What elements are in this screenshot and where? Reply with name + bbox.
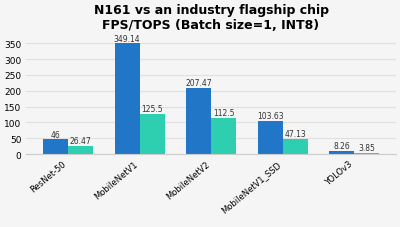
Title: N161 vs an industry flagship chip
FPS/TOPS (Batch size=1, INT8): N161 vs an industry flagship chip FPS/TO… bbox=[94, 4, 328, 32]
Bar bbox=[258, 122, 282, 154]
Text: 3.85: 3.85 bbox=[358, 143, 375, 152]
Bar bbox=[329, 152, 354, 154]
Text: 26.47: 26.47 bbox=[70, 136, 92, 145]
Bar bbox=[282, 140, 308, 154]
Bar bbox=[43, 140, 68, 154]
Text: 47.13: 47.13 bbox=[284, 130, 306, 138]
Bar bbox=[114, 44, 140, 154]
Bar bbox=[68, 146, 93, 154]
Bar bbox=[211, 119, 236, 154]
Text: 46: 46 bbox=[51, 130, 60, 139]
Text: 112.5: 112.5 bbox=[213, 109, 234, 118]
Text: 103.63: 103.63 bbox=[257, 112, 283, 121]
Text: 125.5: 125.5 bbox=[141, 105, 163, 114]
Text: 207.47: 207.47 bbox=[185, 79, 212, 88]
Bar bbox=[354, 153, 379, 154]
Text: 349.14: 349.14 bbox=[114, 35, 140, 43]
Bar bbox=[186, 89, 211, 154]
Text: 8.26: 8.26 bbox=[333, 142, 350, 151]
Bar bbox=[140, 115, 164, 154]
